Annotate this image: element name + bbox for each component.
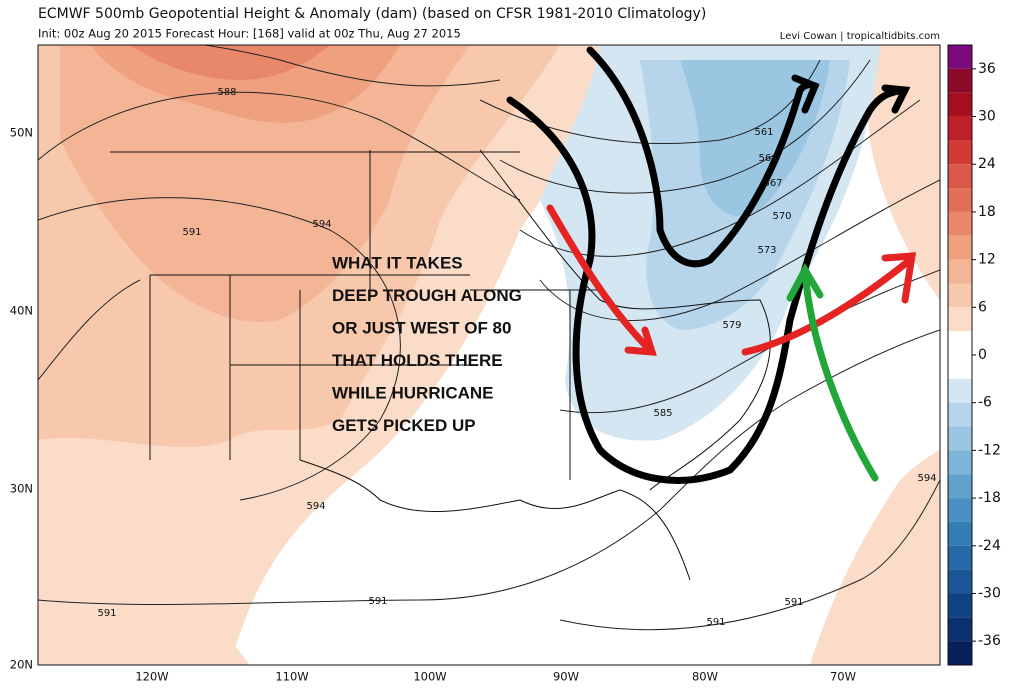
annotation-text: WHAT IT TAKES DEEP TROUGH ALONG OR JUST WE… (332, 253, 522, 435)
colorbar-band (948, 545, 972, 570)
longitude-label: 80W (692, 670, 718, 684)
colorbar-band (948, 426, 972, 451)
colorbar-band (948, 355, 972, 379)
colorbar-band (948, 617, 972, 642)
contour-label: 594 (306, 501, 325, 512)
longitude-label: 110W (275, 670, 308, 684)
colorbar-band (948, 593, 972, 618)
colorbar-band (948, 92, 972, 117)
longitude-label: 90W (553, 670, 579, 684)
contour-label: 570 (772, 211, 791, 222)
annotation-line: DEEP TROUGH ALONG (332, 286, 522, 305)
colorbar-band (948, 378, 972, 403)
latitude-label: 50N (10, 126, 33, 140)
colorbar-tick-label: 36 (978, 61, 996, 77)
colorbar-band (948, 140, 972, 165)
latitude-label: 20N (10, 658, 33, 672)
colorbar-tick-label: 12 (978, 252, 996, 268)
colorbar-tick-label: 6 (978, 299, 987, 315)
contour-label: 561 (754, 127, 773, 138)
title: ECMWF 500mb Geopotential Height & Anomal… (38, 6, 706, 22)
credit: Levi Cowan | tropicaltidbits.com (780, 31, 940, 42)
colorbar-tick-label: -36 (978, 633, 1001, 649)
colorbar-band (948, 235, 972, 260)
colorbar-band (948, 68, 972, 93)
colorbar-band (948, 498, 972, 522)
colorbar-band (948, 474, 972, 499)
contour-label: 591 (368, 596, 387, 607)
longitude-label: 120W (135, 670, 168, 684)
colorbar-tick-label: 0 (978, 347, 987, 363)
colorbar-band (948, 331, 972, 355)
annotation-line: WHAT IT TAKES (332, 253, 463, 272)
contour-label: 588 (217, 87, 236, 98)
colorbar-band (948, 641, 972, 665)
colorbar-band (948, 283, 972, 308)
colorbar-band (948, 164, 972, 189)
colorbar-band (948, 450, 972, 475)
annotations-drawn (506, 46, 917, 484)
colorbar-band (948, 569, 972, 594)
longitude-label: 100W (413, 670, 446, 684)
colorbar-tick-label: 18 (978, 204, 996, 220)
contour-label: 579 (722, 320, 741, 331)
colorbar-tick-label: 30 (978, 109, 996, 125)
contour-label: 567 (763, 178, 782, 189)
annotation-line: WHILE HURRICANE (332, 383, 494, 402)
latitude-label: 30N (10, 482, 33, 496)
contour-label: 594 (312, 219, 331, 230)
contour-label: 585 (653, 408, 672, 419)
contour-label: 591 (182, 227, 201, 238)
longitude-label: 70W (830, 670, 856, 684)
colorbar-band (948, 259, 972, 284)
colorbar-band (948, 211, 972, 236)
contour-label: 564 (758, 153, 777, 164)
contour-label: 591 (97, 608, 116, 619)
contour-label: 573 (757, 245, 776, 256)
colorbar-band (948, 116, 972, 141)
colorbar-tick-label: -18 (978, 490, 1001, 506)
colorbar-tick-label: -24 (978, 538, 1001, 554)
colorbar: 36 30 24 18 12 6 0 -6 -12 -18 -24 -30 -36 (947, 44, 1001, 666)
colorbar-tick-label: 24 (978, 156, 996, 172)
annotation-line: GETS PICKED UP (332, 416, 476, 435)
colorbar-band (948, 521, 972, 546)
colorbar-tick-label: -30 (978, 585, 1001, 601)
annotation-line: OR JUST WEST OF 80 (332, 318, 511, 337)
contour-label: 594 (917, 473, 936, 484)
colorbar-tick-label: -12 (978, 442, 1001, 458)
contour-label: 591 (784, 597, 803, 608)
annotation-line: THAT HOLDS THERE (332, 351, 503, 370)
colorbar-band (948, 307, 972, 332)
latitude-label: 40N (10, 304, 33, 318)
contour-label: 591 (706, 617, 725, 628)
colorbar-band (948, 45, 972, 69)
labels: 50N 40N 30N 20N 120W 110W 100W 90W 80W 70W 588 594 5… (10, 87, 937, 684)
colorbar-band (948, 188, 972, 212)
colorbar-band (948, 402, 972, 427)
colorbar-tick-label: -6 (978, 395, 992, 411)
subtitle: Init: 00z Aug 20 2015 Forecast Hour: [16… (38, 27, 461, 41)
map (37, 44, 941, 666)
